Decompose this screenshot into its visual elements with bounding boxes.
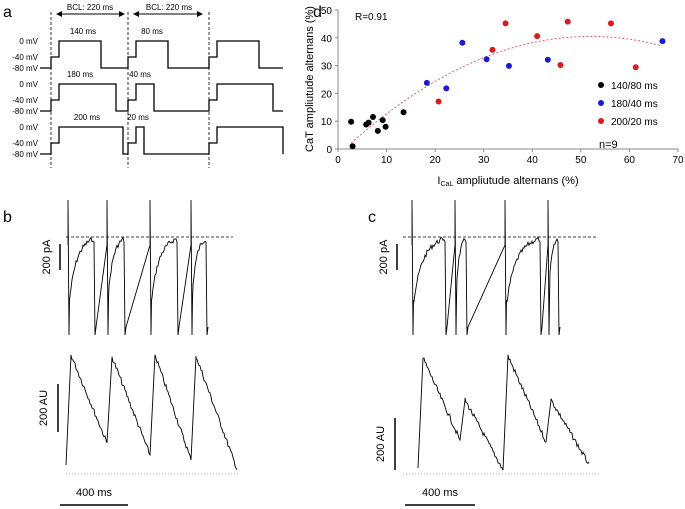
y-tick-label: 10 <box>321 117 333 128</box>
current-panel-b: 200 pA 200 AU 400 ms <box>38 236 240 506</box>
pulse-duration-label: 80 ms <box>141 27 163 36</box>
voltage-level-label: -40 mV <box>12 96 38 105</box>
panel-label-b: b <box>3 209 12 226</box>
legend-marker <box>598 82 604 88</box>
legend-marker <box>598 118 604 124</box>
pulse-duration-label: 20 ms <box>127 113 149 122</box>
voltage-level-label: 0 mV <box>19 80 38 89</box>
data-point <box>374 127 381 134</box>
time-scale-label: 400 ms <box>422 487 459 499</box>
data-point <box>379 117 386 124</box>
fluor-scale-label: 200 AU <box>38 390 50 426</box>
time-scale-label: 400 ms <box>76 487 113 499</box>
x-tick-label: 10 <box>381 155 393 166</box>
y-axis-label: CaT ampliutude alternans (%) <box>304 6 316 152</box>
data-point <box>349 143 356 150</box>
data-point <box>534 33 541 40</box>
ical-current-trace <box>411 199 561 336</box>
x-tick-label: 20 <box>430 155 442 166</box>
bcl-arrow <box>133 11 203 17</box>
data-point <box>607 20 614 27</box>
x-axis-label: ICaL ampliutude alternans (%) <box>437 175 578 188</box>
x-tick-label: 60 <box>624 155 636 166</box>
voltage-trace <box>40 83 283 112</box>
voltage-level-label: 0 mV <box>19 37 38 46</box>
voltage-trace <box>40 126 284 155</box>
voltage-level-label: -80 mV <box>12 64 38 73</box>
x-tick-label: 40 <box>527 155 539 166</box>
scatter-plot: CaT ampliutude alternans (%) ICaL ampliu… <box>304 6 684 188</box>
data-point <box>382 123 389 130</box>
data-point <box>423 79 430 86</box>
current-scale-label: 200 pA <box>41 239 53 275</box>
bcl-label: BCL: 220 ms <box>67 3 113 12</box>
data-point <box>365 119 372 126</box>
voltage-level-label: -80 mV <box>12 150 38 159</box>
pulse-duration-label: 40 ms <box>129 70 151 79</box>
y-tick-label: 40 <box>321 34 333 45</box>
x-tick-label: 30 <box>478 155 490 166</box>
panel-label-d: d <box>313 4 322 21</box>
bcl-label: BCL: 220 ms <box>146 3 192 12</box>
data-point <box>400 109 407 116</box>
panel-label-a: a <box>3 4 12 21</box>
legend-label: 180/40 ms <box>611 99 658 110</box>
x-tick-label: 50 <box>575 155 587 166</box>
y-tick-label: 20 <box>321 89 333 100</box>
bcl-arrow <box>56 11 125 17</box>
pulse-duration-label: 140 ms <box>70 27 96 36</box>
data-point <box>502 20 509 27</box>
y-tick-label: 0 <box>326 145 332 156</box>
data-point <box>659 38 666 45</box>
voltage-level-label: -40 mV <box>12 139 38 148</box>
data-point <box>369 114 376 121</box>
data-point <box>459 39 466 46</box>
ical-current-trace <box>67 199 209 336</box>
data-point <box>348 118 355 125</box>
x-tick-label: 70 <box>672 155 684 166</box>
voltage-level-label: 0 mV <box>19 123 38 132</box>
legend-label: 200/20 ms <box>611 117 658 128</box>
data-point <box>632 64 639 71</box>
data-point <box>435 98 442 105</box>
current-scale-label: 200 pA <box>378 239 390 275</box>
voltage-level-label: -40 mV <box>12 53 38 62</box>
data-point <box>443 85 450 92</box>
x-tick-label: 0 <box>335 155 341 166</box>
voltage-trace <box>40 40 283 69</box>
data-point <box>505 62 512 69</box>
data-point <box>557 62 564 69</box>
calcium-transient-trace <box>65 354 238 471</box>
n-annotation: n=9 <box>599 139 618 151</box>
fluor-scale-label: 200 AU <box>375 426 387 462</box>
r-annotation: R=0.91 <box>355 12 388 23</box>
voltage-level-label: -80 mV <box>12 107 38 116</box>
panel-label-c: c <box>368 209 376 226</box>
pulse-duration-label: 180 ms <box>67 70 93 79</box>
legend-label: 140/80 ms <box>611 81 658 92</box>
y-tick-label: 50 <box>321 6 333 17</box>
y-tick-label: 30 <box>321 62 333 73</box>
pulse-duration-label: 200 ms <box>74 113 100 122</box>
calcium-transient-trace <box>417 354 590 471</box>
current-panel-c: 200 pA 200 AU 400 ms <box>375 236 600 506</box>
voltage-protocol-panel: BCL: 220 ms BCL: 220 ms 0 mV -40 mV -80 mV… <box>12 3 284 168</box>
data-point <box>564 18 571 25</box>
data-point <box>489 46 496 53</box>
legend-marker <box>598 100 604 106</box>
data-point <box>544 56 551 63</box>
data-point <box>483 56 490 63</box>
